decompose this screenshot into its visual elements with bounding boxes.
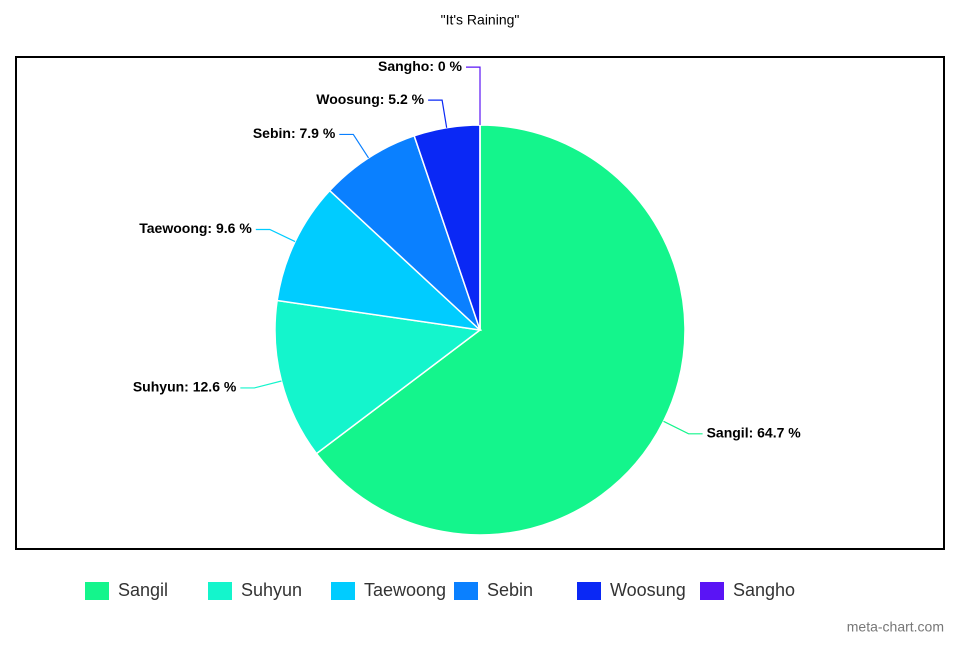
legend-swatch (577, 582, 601, 600)
legend-label: Suhyun (241, 580, 302, 600)
data-label: Taewoong: 9.6 % (139, 220, 252, 236)
data-label: Woosung: 5.2 % (316, 91, 424, 107)
legend-label: Sangho (733, 580, 795, 600)
pie-slice (276, 189, 483, 332)
leader-line (663, 420, 703, 435)
legend-label: Sangil (118, 580, 168, 600)
pie-slice (315, 124, 686, 536)
legend-swatch (700, 582, 724, 600)
leader-line (466, 66, 481, 125)
data-label: Sangho: 0 % (378, 58, 463, 74)
chart-title: "It's Raining" (441, 12, 520, 28)
legend-label: Woosung (610, 580, 686, 600)
legend-swatch (85, 582, 109, 600)
leader-line (255, 228, 296, 243)
legend-label: Sebin (487, 580, 533, 600)
leader-line (240, 380, 282, 389)
data-label: Sebin: 7.9 % (253, 125, 336, 141)
watermark: meta-chart.com (847, 619, 944, 635)
legend-swatch (208, 582, 232, 600)
pie-slice (328, 134, 481, 331)
legend-swatch (331, 582, 355, 600)
legend-label: Taewoong (364, 580, 446, 600)
leader-line (339, 133, 370, 159)
data-label: Suhyun: 12.6 % (133, 379, 237, 395)
legend-swatch (454, 582, 478, 600)
leader-line (428, 99, 448, 128)
data-label: Sangil: 64.7 % (707, 425, 802, 441)
